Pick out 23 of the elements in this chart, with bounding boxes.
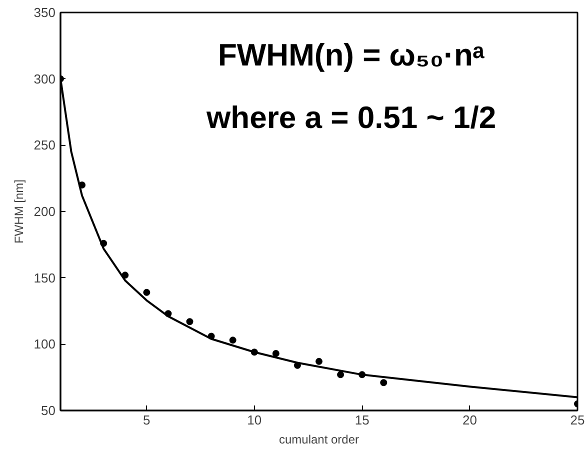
y-tick-label: 250: [34, 138, 56, 153]
x-tick-label: 20: [462, 412, 478, 428]
y-tick-label: 350: [34, 5, 56, 20]
x-tick-label: 15: [354, 412, 370, 428]
point: [143, 288, 150, 296]
y-axis-title: FWHM [nm]: [12, 179, 26, 244]
annotation: where a = 0.51 ~ 1/2: [206, 100, 496, 135]
x-tick-label: 5: [143, 412, 150, 428]
y-tick-label: 300: [34, 71, 56, 86]
point: [380, 379, 388, 386]
y-tick-label: 200: [34, 204, 56, 219]
point: [229, 336, 236, 344]
point: [272, 350, 280, 357]
annotation: FWHM(n) = ω₅₀·nᵃ: [218, 37, 485, 72]
point: [316, 358, 322, 365]
y-tick-label: 50: [41, 403, 56, 418]
y-tick-label: 100: [34, 336, 56, 352]
y-tick-label: 150: [34, 270, 56, 286]
x-axis-title: cumulant order: [278, 432, 360, 446]
point: [337, 371, 344, 378]
point: [186, 318, 194, 326]
x-tick-label: 10: [247, 412, 262, 428]
x-tick-label: 25: [570, 412, 585, 428]
